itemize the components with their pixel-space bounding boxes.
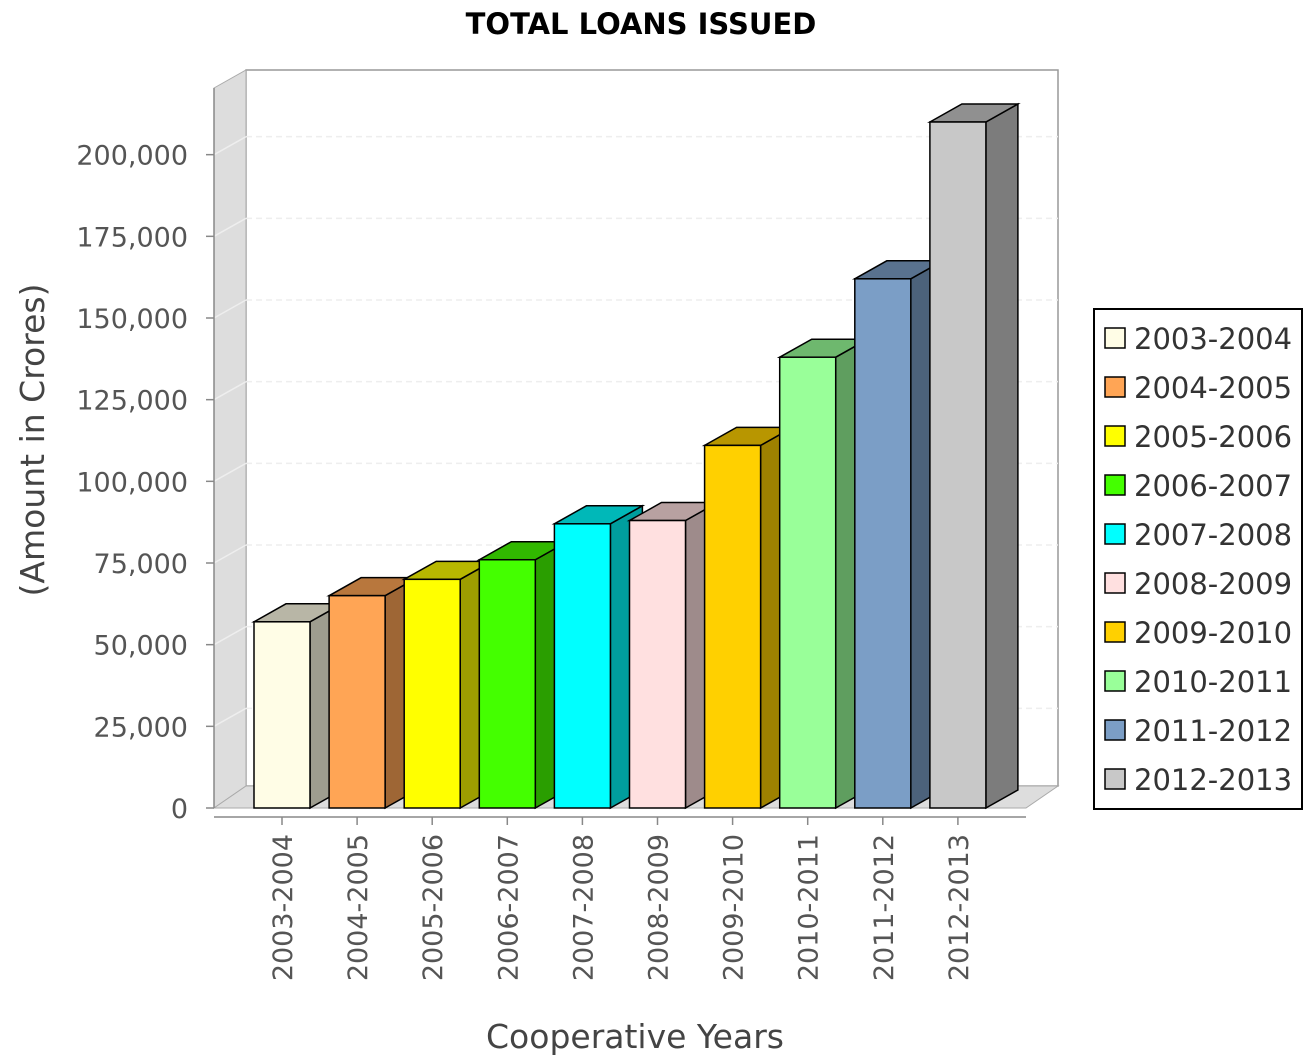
gridline-side bbox=[213, 626, 247, 646]
legend-item: 2011-2012 bbox=[1104, 714, 1292, 748]
gridline-side bbox=[213, 381, 247, 401]
x-axis-ticks: 2003-2004 2004-2005 2005-2006 2006-2007 2007… bbox=[268, 817, 975, 981]
x-tick-label: 2008-2009 bbox=[644, 834, 675, 981]
legend-label: 2012-2013 bbox=[1134, 763, 1292, 797]
bar-front bbox=[553, 523, 612, 809]
gridline-side bbox=[213, 707, 247, 727]
bar-front bbox=[328, 594, 386, 809]
legend-label: 2004-2005 bbox=[1134, 371, 1292, 405]
bar-side bbox=[985, 102, 1019, 810]
legend-item: 2005-2006 bbox=[1104, 420, 1292, 454]
x-tick-label: 2011-2012 bbox=[869, 834, 900, 981]
x-tick-label: 2007-2008 bbox=[568, 834, 599, 981]
bar-front bbox=[478, 558, 537, 809]
legend-label: 2003-2004 bbox=[1134, 322, 1292, 356]
bar-front bbox=[703, 444, 762, 809]
x-tick-label: 2004-2005 bbox=[343, 834, 374, 981]
bar-front bbox=[854, 278, 912, 809]
y-tick-label: 175,000 bbox=[76, 222, 188, 253]
y-tick-label: 150,000 bbox=[76, 304, 188, 335]
legend-label: 2007-2008 bbox=[1134, 518, 1292, 552]
gridline-side bbox=[213, 299, 247, 319]
legend-swatch bbox=[1104, 719, 1126, 741]
y-tick-label: 200,000 bbox=[76, 141, 188, 172]
legend-item: 2003-2004 bbox=[1104, 322, 1292, 356]
bar-2012-2013 bbox=[927, 102, 1021, 810]
legend-box bbox=[1093, 308, 1303, 810]
legend-swatch bbox=[1104, 425, 1126, 447]
legend-item: 2007-2008 bbox=[1104, 518, 1292, 552]
legend-label: 2005-2006 bbox=[1134, 420, 1292, 454]
bar-2007-2008 bbox=[551, 504, 646, 810]
legend-swatch bbox=[1104, 768, 1126, 790]
bar-front bbox=[403, 578, 461, 809]
legend-label: 2009-2010 bbox=[1134, 616, 1292, 650]
gridline-side bbox=[213, 462, 247, 482]
bar-front bbox=[628, 519, 687, 809]
y-tick-label: 75,000 bbox=[94, 549, 188, 580]
x-tick-label: 2010-2011 bbox=[794, 834, 825, 981]
y-axis-ticks: 0 25,000 50,000 75,000 100,000 125,000 150,000… bbox=[76, 141, 214, 825]
y-axis-label: (Amount in Crores) bbox=[13, 284, 52, 597]
plot-left-wall bbox=[213, 69, 247, 809]
legend-swatch bbox=[1104, 376, 1126, 398]
x-tick-label: 2003-2004 bbox=[268, 834, 299, 981]
gridline-side bbox=[213, 217, 247, 237]
legend-label: 2006-2007 bbox=[1134, 469, 1292, 503]
x-axis-label: Cooperative Years bbox=[486, 1017, 784, 1056]
legend-label: 2010-2011 bbox=[1134, 665, 1292, 699]
gridline-side bbox=[213, 136, 247, 156]
legend-swatch bbox=[1104, 474, 1126, 496]
legend-item: 2008-2009 bbox=[1104, 567, 1292, 601]
y-tick-label: 100,000 bbox=[76, 467, 188, 498]
x-tick-label: 2006-2007 bbox=[493, 834, 524, 981]
legend-swatch bbox=[1104, 327, 1126, 349]
y-tick-label: 125,000 bbox=[76, 386, 188, 417]
legend-item: 2009-2010 bbox=[1104, 616, 1292, 650]
legend: 2003-2004 2004-2005 2005-2006 2006-2007 2007… bbox=[1104, 322, 1292, 797]
legend-label: 2008-2009 bbox=[1134, 567, 1292, 601]
legend-item: 2006-2007 bbox=[1104, 469, 1292, 503]
y-tick-label: 25,000 bbox=[94, 712, 188, 743]
legend-item: 2012-2013 bbox=[1104, 763, 1292, 797]
gridline-side bbox=[213, 544, 247, 564]
legend-item: 2010-2011 bbox=[1104, 665, 1292, 699]
bar-front bbox=[253, 621, 311, 809]
bar-2009-2010 bbox=[701, 426, 796, 810]
legend-label: 2011-2012 bbox=[1134, 714, 1292, 748]
chart-title: TOTAL LOANS ISSUED bbox=[466, 7, 817, 41]
x-tick-label: 2009-2010 bbox=[719, 834, 750, 981]
legend-item: 2004-2005 bbox=[1104, 371, 1292, 405]
bar-series bbox=[251, 102, 1021, 810]
y-tick-label: 0 bbox=[171, 794, 188, 825]
bar-front bbox=[778, 356, 837, 809]
x-tick-label: 2012-2013 bbox=[944, 834, 975, 981]
legend-swatch bbox=[1104, 523, 1126, 545]
legend-swatch bbox=[1104, 670, 1126, 692]
legend-swatch bbox=[1104, 572, 1126, 594]
bar-front bbox=[929, 121, 987, 809]
legend-swatch bbox=[1104, 621, 1126, 643]
x-tick-label: 2005-2006 bbox=[418, 834, 449, 981]
y-tick-label: 50,000 bbox=[94, 631, 188, 662]
